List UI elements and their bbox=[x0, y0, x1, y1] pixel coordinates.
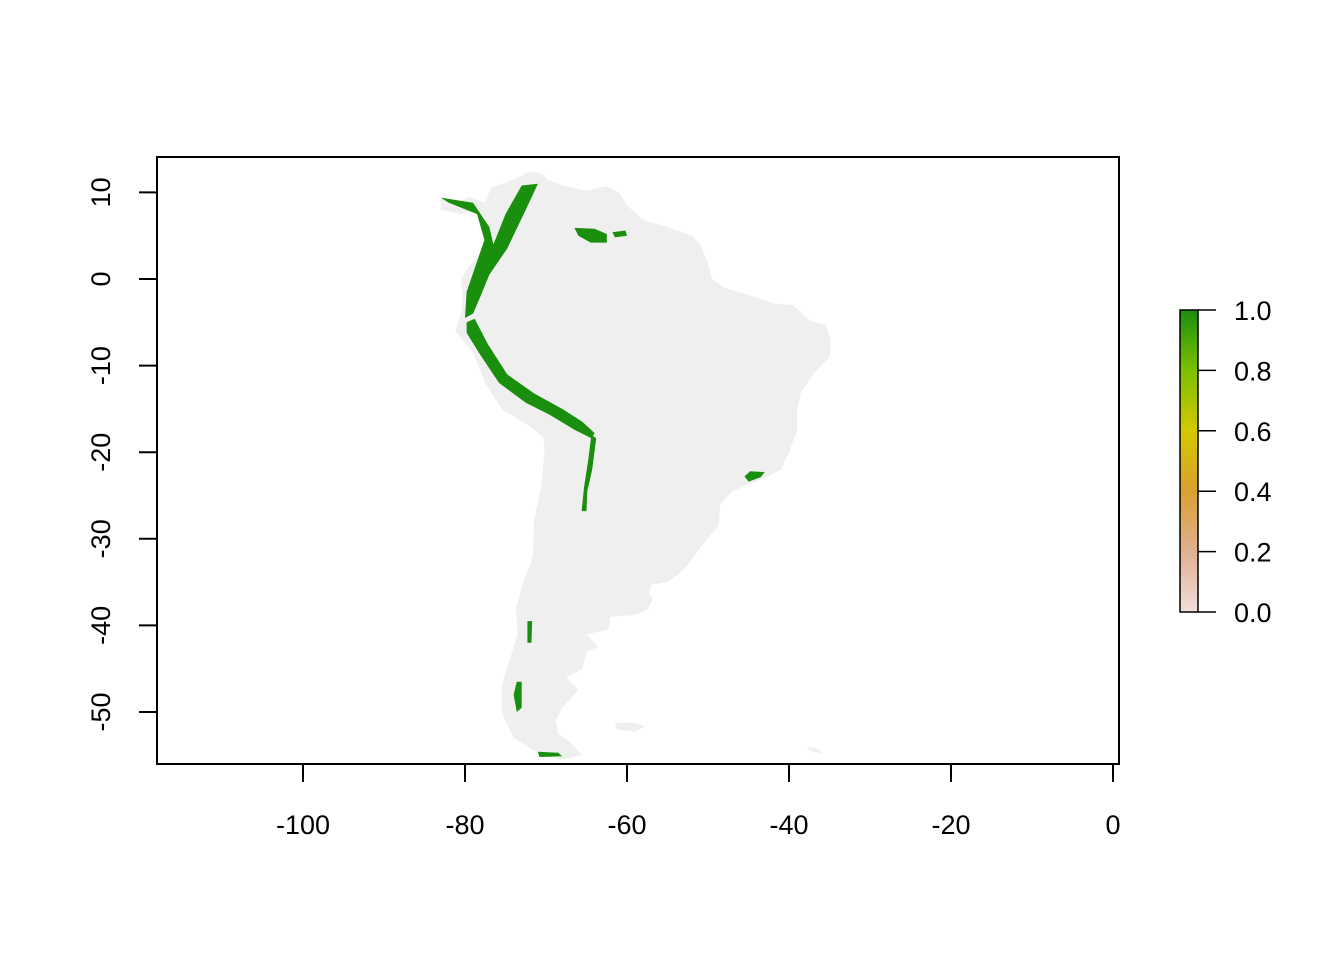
suitable-area-central-andes bbox=[466, 318, 595, 439]
x-tick-label: -80 bbox=[445, 810, 484, 840]
map-raster-layer bbox=[440, 171, 832, 760]
legend-tick-label: 0.0 bbox=[1234, 598, 1272, 628]
y-tick-label: -10 bbox=[86, 346, 116, 385]
suitable-area-northern-andes bbox=[440, 183, 538, 318]
legend-tick-label: 1.0 bbox=[1234, 296, 1272, 326]
suitable-area-tierra-del-fuego bbox=[537, 751, 563, 757]
x-tick-label: -60 bbox=[607, 810, 646, 840]
color-legend: 0.0 0.2 0.4 0.6 0.8 1.0 bbox=[1179, 296, 1272, 628]
suitable-area-serra-do-mar bbox=[744, 471, 765, 482]
suitable-area-southern-chile bbox=[527, 621, 533, 643]
legend-color-bar bbox=[1179, 309, 1199, 613]
y-axis: 10 0 -10 -20 -30 -40 -50 bbox=[86, 177, 158, 732]
legend-tick-label: 0.6 bbox=[1234, 417, 1272, 447]
x-axis: -100 -80 -60 -40 -20 0 bbox=[276, 763, 1121, 840]
y-tick-label: -30 bbox=[86, 519, 116, 558]
legend-tick-label: 0.2 bbox=[1234, 538, 1272, 568]
y-tick-label: -40 bbox=[86, 606, 116, 645]
island-2 bbox=[614, 722, 645, 732]
y-tick-label: 0 bbox=[86, 271, 116, 286]
island-1 bbox=[525, 736, 563, 755]
legend-tick-label: 0.8 bbox=[1234, 356, 1272, 386]
x-tick-label: 0 bbox=[1105, 810, 1120, 840]
y-tick-label: -20 bbox=[86, 433, 116, 472]
x-tick-label: -40 bbox=[769, 810, 808, 840]
suitable-area-southern-yungas bbox=[581, 434, 597, 512]
island-3 bbox=[805, 746, 823, 754]
legend-ticks: 0.0 0.2 0.4 0.6 0.8 1.0 bbox=[1198, 296, 1272, 628]
suitable-area-guiana-highlands bbox=[574, 227, 607, 243]
suitable-area-guiana-highlands-east bbox=[612, 230, 627, 238]
suitable-area-patagonian-andes bbox=[513, 681, 522, 712]
x-tick-label: -20 bbox=[931, 810, 970, 840]
x-tick-label: -100 bbox=[276, 810, 330, 840]
continent-south-america bbox=[440, 171, 832, 760]
suitable-habitat-areas bbox=[440, 183, 765, 757]
y-tick-label: 10 bbox=[86, 177, 116, 207]
land-mass bbox=[440, 171, 832, 760]
legend-tick-label: 0.4 bbox=[1234, 477, 1272, 507]
y-tick-label: -50 bbox=[86, 692, 116, 731]
